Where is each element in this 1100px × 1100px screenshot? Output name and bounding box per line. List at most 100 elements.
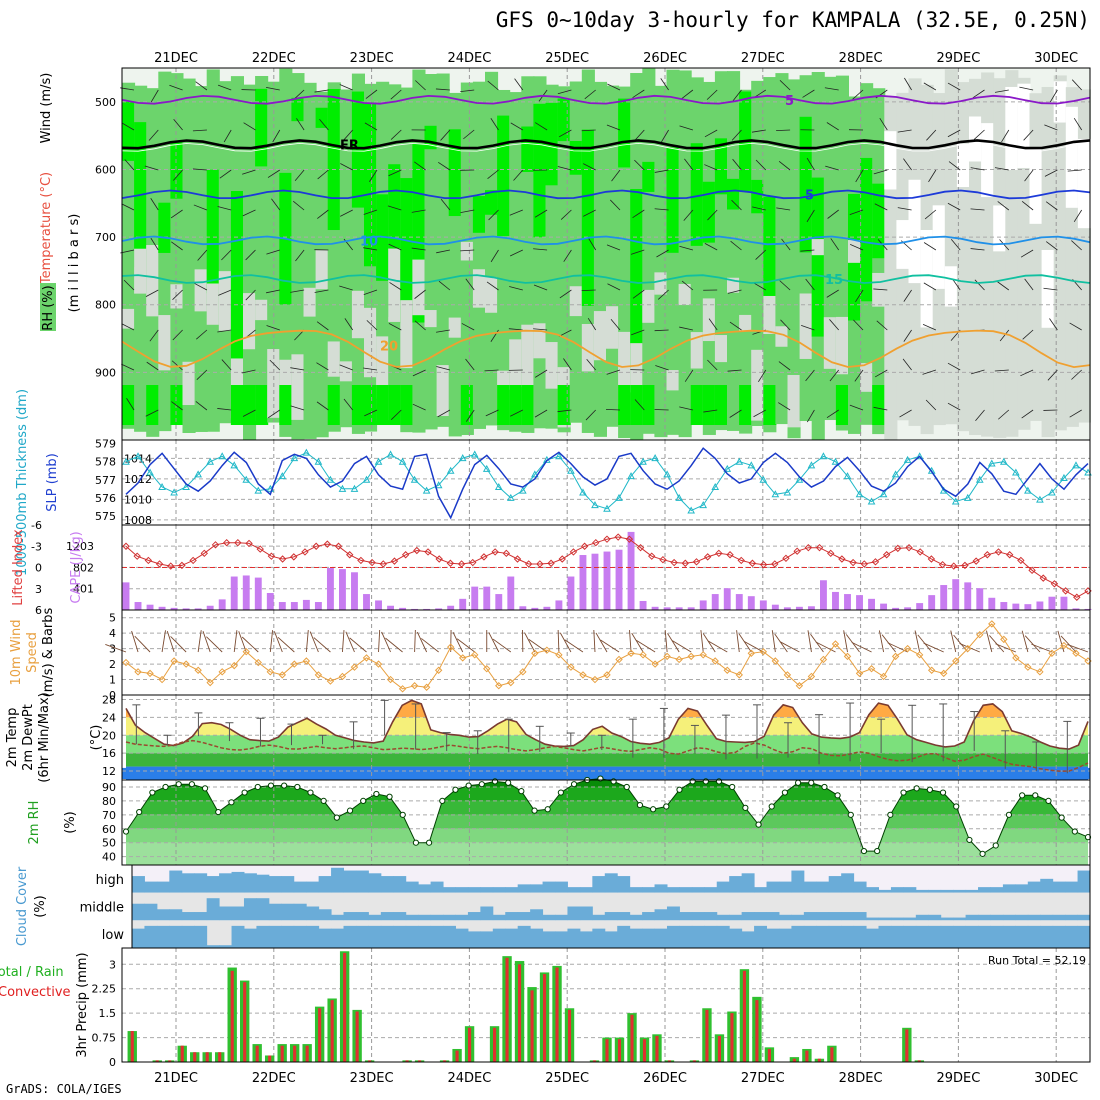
rh-shade-dry xyxy=(509,339,523,390)
wind-speed-line xyxy=(125,623,1089,690)
rh-shade-dry xyxy=(799,293,813,359)
wind-barb xyxy=(466,409,475,422)
precip-conv-bar xyxy=(405,1060,409,1062)
li-point xyxy=(648,552,656,560)
wind-barb xyxy=(126,397,135,411)
wind-barb xyxy=(314,289,329,293)
wind-barb xyxy=(390,129,402,140)
wind-barb xyxy=(1071,240,1082,251)
wind-barb xyxy=(607,283,621,291)
cape-bar xyxy=(603,551,611,610)
thickness-point xyxy=(795,475,804,483)
wind-barb xyxy=(460,249,475,252)
cloud-bar-high xyxy=(965,889,979,893)
wind-speed-point xyxy=(988,620,996,628)
wind-speed-point xyxy=(651,660,659,668)
rh-shade-high xyxy=(521,385,535,425)
bottom-date-label: 23DEC xyxy=(350,1071,394,1086)
wind-barb xyxy=(438,280,451,291)
thickness-point xyxy=(170,488,178,496)
cloud-bar-high xyxy=(206,876,220,893)
wind-barb xyxy=(1045,201,1058,211)
wind-barb xyxy=(779,280,791,291)
rh2m-point xyxy=(860,847,868,855)
li-point xyxy=(301,548,309,556)
cloud-bar-high xyxy=(778,881,792,893)
wind-speed-point xyxy=(398,685,407,693)
rh-shade-high xyxy=(702,181,716,243)
cloud-bar-high xyxy=(791,870,805,893)
wind-barb xyxy=(998,409,1010,420)
rh-shade-dry xyxy=(593,311,607,361)
isotherm-label: 15 xyxy=(825,273,843,288)
li-point xyxy=(133,552,141,560)
thickness-point xyxy=(182,482,190,491)
wind-tick-label: 5 xyxy=(109,612,116,625)
cape-bar xyxy=(747,596,755,610)
wind-barb xyxy=(221,359,232,371)
cloud-bar-middle xyxy=(268,903,282,921)
rh-shade-dry xyxy=(1029,148,1043,224)
rh2m-band xyxy=(126,814,1088,829)
rh-shade-high xyxy=(158,202,172,253)
wind-barb xyxy=(412,369,426,377)
rh-shade-dry xyxy=(569,286,583,317)
wind-barb xyxy=(241,369,256,374)
cloud-bar-middle xyxy=(343,912,357,921)
wind-barb xyxy=(243,122,256,131)
rh-shade-high xyxy=(642,161,656,192)
temp-tick-label: 12 xyxy=(102,765,116,778)
rh-shade-dry xyxy=(146,245,160,317)
rh-shade-dry xyxy=(666,370,680,391)
rh-shade-dry xyxy=(315,250,329,290)
thickness-point xyxy=(903,455,912,463)
rh-shade-dry xyxy=(630,343,644,393)
wind-tick-label: 1 xyxy=(109,674,116,687)
precip-conv-bar xyxy=(830,1047,834,1062)
wind-speed-point xyxy=(1024,663,1032,671)
wind-barb xyxy=(704,242,718,251)
cape-bar xyxy=(856,595,863,610)
li-point xyxy=(748,559,757,567)
wind-barb-10m xyxy=(1060,635,1077,653)
li-point xyxy=(290,553,298,561)
cape-bar xyxy=(976,588,984,610)
bottom-date-label: 28DEC xyxy=(839,1071,883,1086)
rh-shade-high xyxy=(351,91,365,208)
li-point xyxy=(771,560,779,568)
cloud-bar-low xyxy=(915,925,929,948)
cloud-bar-high xyxy=(642,887,656,893)
li-tick-label: -6 xyxy=(31,519,42,532)
wind-barb xyxy=(970,167,985,171)
precip-conv-bar xyxy=(767,1048,771,1062)
rh-shade-high xyxy=(364,385,378,425)
cloud-bar-high xyxy=(866,887,879,893)
isotherm-line xyxy=(121,329,1091,369)
cloud-bar-high xyxy=(617,876,631,893)
thickness-point xyxy=(290,454,299,462)
cloud-bar-middle xyxy=(219,906,233,921)
rh-shade-high xyxy=(351,385,365,425)
wind-barb-10m xyxy=(342,630,345,653)
precip-conv-bar xyxy=(617,1039,622,1062)
wind-barb xyxy=(245,289,256,301)
cloud-bar-low xyxy=(654,928,668,948)
wind-barb xyxy=(948,161,961,171)
wind-barb xyxy=(414,289,426,299)
wind-speed-point xyxy=(663,652,671,661)
cloud-bar-low xyxy=(816,925,830,948)
cape-bar xyxy=(314,602,322,610)
cloud-bar-middle xyxy=(1065,914,1079,921)
rh2m-point xyxy=(808,779,815,786)
wind-barb xyxy=(997,281,1010,291)
wind-speed-point xyxy=(939,669,948,678)
cloud-bar-low xyxy=(592,928,606,948)
temp-tick-label: 28 xyxy=(102,693,116,706)
wind-barb xyxy=(897,129,912,133)
wind-barb xyxy=(488,209,499,221)
wind-barb xyxy=(146,361,159,371)
wind-barb xyxy=(1073,117,1083,131)
wind-barb xyxy=(947,402,961,411)
wind-barb xyxy=(876,320,888,331)
rh-shade-high xyxy=(400,178,414,324)
